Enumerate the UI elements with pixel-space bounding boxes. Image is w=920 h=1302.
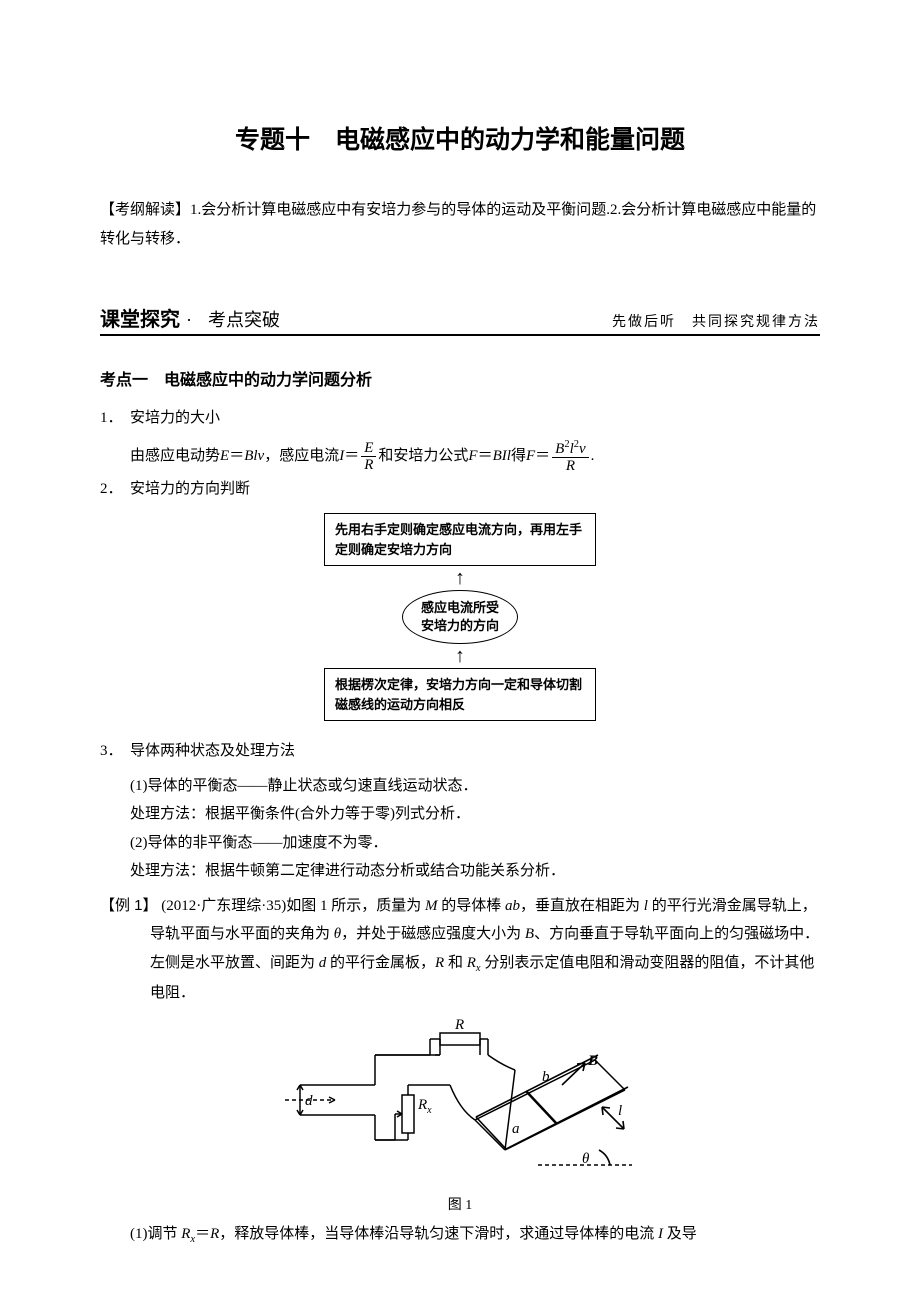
point-3-num: 3． <box>100 737 130 766</box>
label-Rx: R <box>417 1097 427 1113</box>
example-1: 【例 1】 (2012·广东理综·35)如图 1 所示，质量为 M 的导体棒 a… <box>100 892 820 1007</box>
point-3-l2: 处理方法：根据平衡条件(合外力等于零)列式分析． <box>100 800 820 829</box>
circuit-figure: R Rx d a b B l θ 图 1 <box>100 1015 820 1214</box>
eq: ＝ <box>195 1226 210 1242</box>
syllabus-tag: 【考纲解读】 <box>100 201 190 218</box>
var-E: E <box>220 442 229 471</box>
figure-caption: 图 1 <box>100 1194 820 1214</box>
section-bar-sub: 考点突破 <box>208 306 280 332</box>
label-a: a <box>512 1121 520 1137</box>
section-bar-right: 先做后听 共同探究规律方法 <box>612 311 820 331</box>
frac-top: E <box>361 440 376 458</box>
point-1-head: 安培力的大小 <box>130 404 820 433</box>
label-Rx-sub: x <box>426 1105 432 1116</box>
ex-text: 的平行金属板， <box>326 955 435 971</box>
point-1: 1． 安培力的大小 <box>100 404 820 433</box>
frac-B2l2v-R: B2l2v R <box>552 439 589 475</box>
eq: ＝ <box>535 442 550 471</box>
ex-text: 的导体棒 <box>438 898 506 914</box>
syllabus: 【考纲解读】1.会分析计算电磁感应中有安培力参与的导体的运动及平衡问题.2.会分… <box>100 196 820 253</box>
var-BIl: BIl <box>493 442 511 471</box>
var-R: R <box>435 955 444 971</box>
var-Blv: Blv <box>244 442 264 471</box>
frac-bot: R <box>563 458 578 475</box>
eq: ＝ <box>229 442 244 471</box>
ex-text: (2012·广东理综·35)如图 1 所示，质量为 <box>161 898 425 914</box>
point-3-l3: (2)导体的非平衡态——加速度不为零． <box>100 829 820 858</box>
section-bar: 课堂探究 · 考点突破 先做后听 共同探究规律方法 <box>100 303 820 336</box>
svg-text:Rx: Rx <box>417 1097 432 1116</box>
question-1: (1)调节 Rx＝R，释放导体棒，当导体棒沿导轨匀速下滑时，求通过导体棒的电流 … <box>100 1220 820 1250</box>
point-3: 3． 导体两种状态及处理方法 <box>100 737 820 766</box>
point-1-formula: 由感应电动势 E ＝ Blv ，感应电流 I ＝ E R 和安培力公式 F ＝ … <box>100 439 820 475</box>
frac-E-R: E R <box>361 440 376 474</box>
point-3-l1: (1)导体的平衡态——静止状态或匀速直线运动状态． <box>100 772 820 801</box>
label-theta: θ <box>582 1151 590 1167</box>
label-b: b <box>542 1069 550 1085</box>
point-3-head: 导体两种状态及处理方法 <box>130 737 820 766</box>
point-2: 2． 安培力的方向判断 <box>100 475 820 504</box>
formula-text: 由感应电动势 <box>130 442 220 471</box>
eq: ＝ <box>478 442 493 471</box>
point-2-head: 安培力的方向判断 <box>130 475 820 504</box>
flow-diagram: 先用右手定则确定感应电流方向，再用左手定则确定安培力方向 ↑ 感应电流所受 安培… <box>100 513 820 721</box>
v: B <box>555 441 564 457</box>
v: v <box>579 441 586 457</box>
var-Rx: R <box>467 955 476 971</box>
label-R: R <box>454 1017 464 1033</box>
formula-text: ，感应电流 <box>264 442 339 471</box>
flow-box-top: 先用右手定则确定感应电流方向，再用左手定则确定安培力方向 <box>324 513 596 566</box>
flow-oval-l1: 感应电流所受 <box>421 600 499 615</box>
q1-text: (1)调节 <box>130 1226 181 1242</box>
label-B: B <box>587 1053 598 1069</box>
circuit-svg: R Rx d a b B l θ <box>280 1015 640 1185</box>
flow-oval: 感应电流所受 安培力的方向 <box>402 590 518 644</box>
label-l: l <box>618 1103 622 1119</box>
q1-text: 及导 <box>663 1226 697 1242</box>
frac-top: B2l2v <box>552 439 589 459</box>
var-R: R <box>210 1226 219 1242</box>
var-B: B <box>525 926 534 942</box>
arrow-up-icon: ↑ <box>455 646 465 666</box>
frac-bot: R <box>361 457 376 474</box>
var-F: F <box>468 442 477 471</box>
ex-text: ，垂直放在相距为 <box>520 898 644 914</box>
eq: ＝ <box>344 442 359 471</box>
label-d: d <box>305 1093 313 1109</box>
formula-text: 得 <box>511 442 526 471</box>
syllabus-text: 1.会分析计算电磁感应中有安培力参与的导体的运动及平衡问题.2.会分析计算电磁感… <box>100 202 816 247</box>
point-3-l4: 处理方法：根据牛顿第二定律进行动态分析或结合功能关系分析． <box>100 857 820 886</box>
topic-heading: 考点一 电磁感应中的动力学问题分析 <box>100 366 820 390</box>
main-title: 专题十 电磁感应中的动力学和能量问题 <box>100 120 820 156</box>
arrow-up-icon: ↑ <box>455 568 465 588</box>
var-M: M <box>425 898 438 914</box>
point-2-num: 2． <box>100 475 130 504</box>
q1-text: ，释放导体棒，当导体棒沿导轨匀速下滑时，求通过导体棒的电流 <box>219 1226 658 1242</box>
example-tag: 【例 1】 <box>100 897 158 914</box>
var-F: F <box>526 442 535 471</box>
flow-oval-l2: 安培力的方向 <box>421 618 499 633</box>
ex-text: ，并处于磁感应强度大小为 <box>341 926 525 942</box>
section-bar-sep: · <box>186 310 192 331</box>
formula-text: 和安培力公式 <box>378 442 468 471</box>
section-bar-label: 课堂探究 <box>100 303 180 332</box>
var-ab: ab <box>505 898 520 914</box>
point-1-num: 1． <box>100 404 130 433</box>
period: . <box>591 442 595 471</box>
ex-text: 和 <box>444 955 467 971</box>
flow-box-bottom: 根据楞次定律，安培力方向一定和导体切割磁感线的运动方向相反 <box>324 668 596 721</box>
